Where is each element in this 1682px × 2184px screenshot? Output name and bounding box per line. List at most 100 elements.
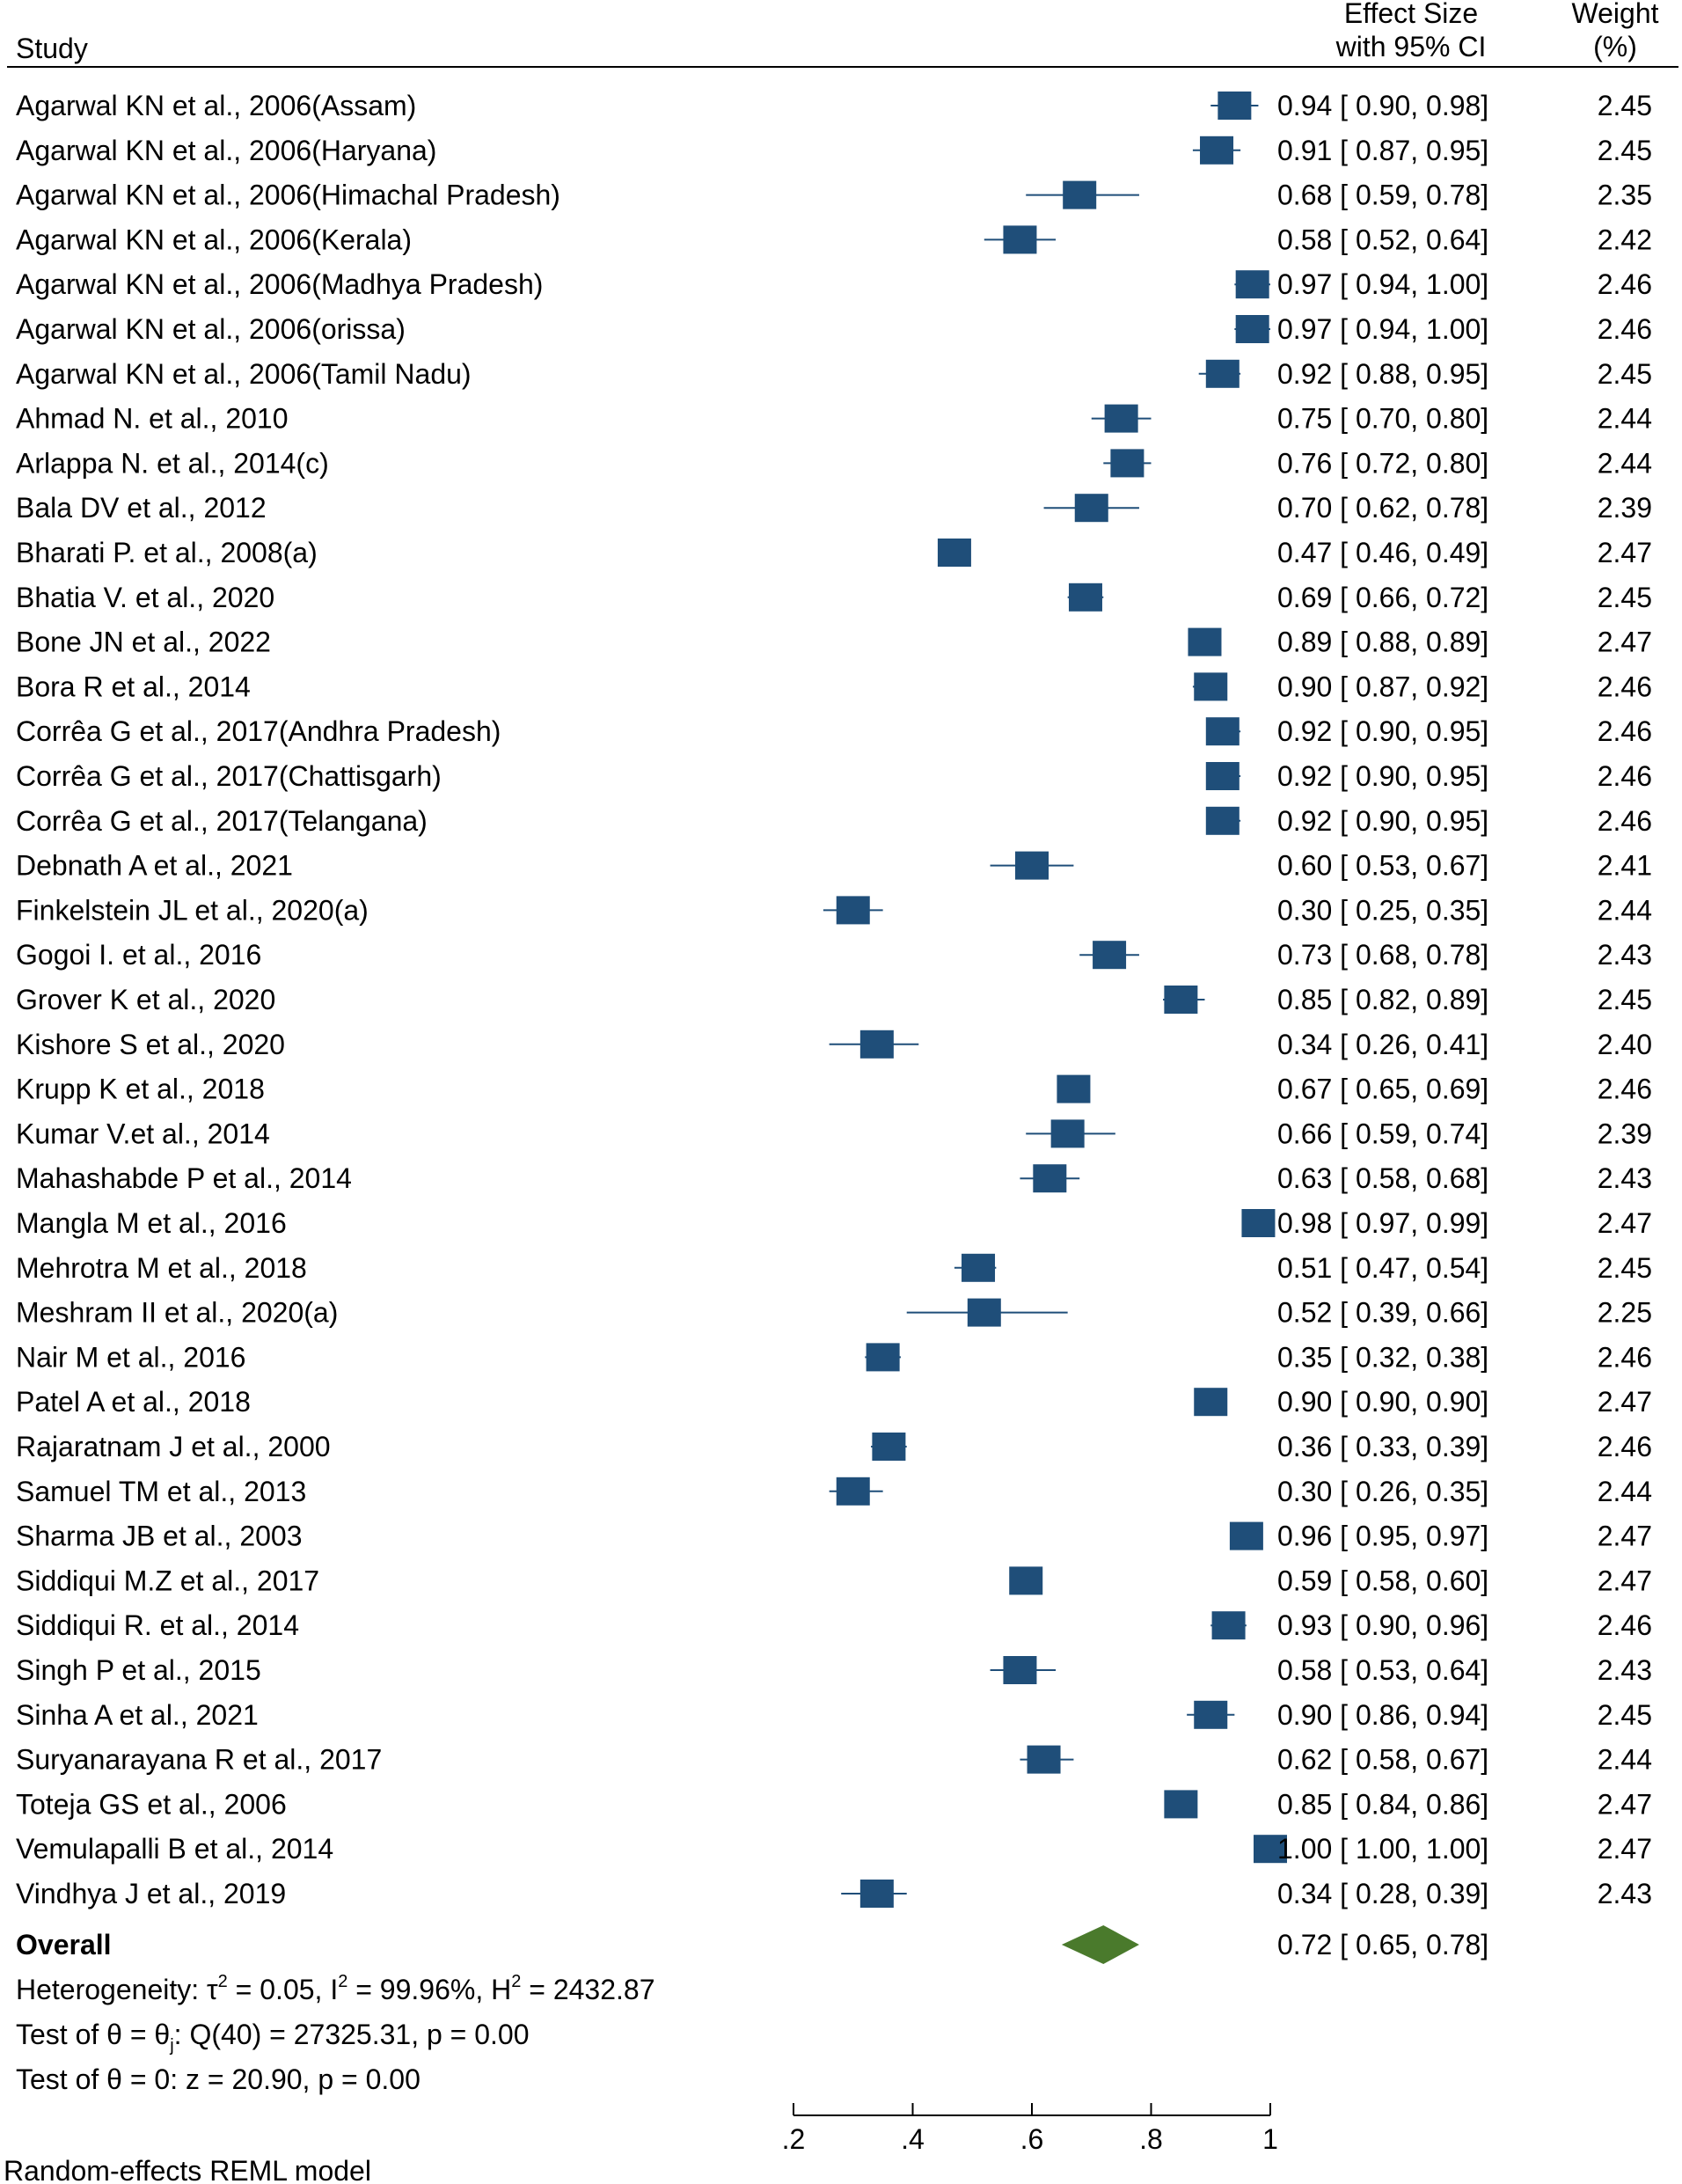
effect-ci-text: 0.30 [ 0.26, 0.35] xyxy=(1277,1476,1488,1507)
effect-marker xyxy=(1229,1521,1263,1550)
header-effect-line1: Effect Size xyxy=(1344,0,1478,29)
effect-marker xyxy=(1093,941,1127,970)
effect-marker xyxy=(859,1030,894,1059)
effect-marker xyxy=(1194,672,1228,701)
weight-text: 2.45 xyxy=(1598,135,1652,166)
weight-text: 2.46 xyxy=(1598,268,1652,300)
weight-text: 2.46 xyxy=(1598,1341,1652,1373)
study-label: Finkelstein JL et al., 2020(a) xyxy=(16,894,369,926)
effect-ci-text: 0.34 [ 0.26, 0.41] xyxy=(1277,1029,1488,1060)
study-row: Ahmad N. et al., 2010 0.75 [ 0.70, 0.80] 2… xyxy=(16,403,1652,435)
effect-marker xyxy=(1110,449,1144,478)
effect-marker xyxy=(1015,851,1049,880)
weight-text: 2.47 xyxy=(1598,1521,1652,1552)
study-label: Corrêa G et al., 2017(Andhra Pradesh) xyxy=(16,715,501,747)
study-label: Patel A et al., 2018 xyxy=(16,1386,251,1418)
weight-text: 2.47 xyxy=(1598,1386,1652,1418)
effect-ci-text: 0.36 [ 0.33, 0.39] xyxy=(1277,1431,1488,1462)
study-label: Bharati P. et al., 2008(a) xyxy=(16,537,318,568)
weight-text: 2.44 xyxy=(1598,447,1652,479)
study-row: Bora R et al., 2014 0.90 [ 0.87, 0.92] 2.4… xyxy=(16,671,1652,702)
weight-text: 2.46 xyxy=(1598,313,1652,345)
effect-marker xyxy=(1241,1209,1276,1237)
study-row: Corrêa G et al., 2017(Andhra Pradesh) 0.9… xyxy=(16,715,1652,747)
study-row: Agarwal KN et al., 2006(Madhya Pradesh) 0… xyxy=(16,268,1652,300)
study-row: Rajaratnam J et al., 2000 0.36 [ 0.33, 0.… xyxy=(16,1431,1652,1462)
study-row: Krupp K et al., 2018 0.67 [ 0.65, 0.69] 2.… xyxy=(16,1074,1652,1105)
header-weight-line1: Weight xyxy=(1571,0,1658,29)
effect-ci-text: 0.59 [ 0.58, 0.60] xyxy=(1277,1565,1488,1596)
study-label: Agarwal KN et al., 2006(Madhya Pradesh) xyxy=(16,268,543,300)
study-label: Vindhya J et al., 2019 xyxy=(16,1878,286,1909)
study-label: Debnath A et al., 2021 xyxy=(16,850,293,882)
study-row: Gogoi I. et al., 2016 0.73 [ 0.68, 0.78] 2… xyxy=(16,939,1652,971)
weight-text: 2.45 xyxy=(1598,582,1652,613)
study-row: Kishore S et al., 2020 0.34 [ 0.26, 0.41]… xyxy=(16,1029,1652,1060)
effect-ci-text: 0.94 [ 0.90, 0.98] xyxy=(1277,90,1488,121)
study-label: Mangla M et al., 2016 xyxy=(16,1207,287,1239)
weight-text: 2.47 xyxy=(1598,1565,1652,1596)
effect-ci-text: 0.96 [ 0.95, 0.97] xyxy=(1277,1521,1488,1552)
study-label: Bone JN et al., 2022 xyxy=(16,627,271,658)
effect-marker xyxy=(1218,92,1252,120)
effect-ci-text: 0.98 [ 0.97, 0.99] xyxy=(1277,1207,1488,1239)
study-label: Sharma JB et al., 2003 xyxy=(16,1521,303,1552)
effect-marker xyxy=(1188,627,1222,656)
study-row: Bhatia V. et al., 2020 0.69 [ 0.66, 0.72]… xyxy=(16,582,1652,613)
study-row: Nair M et al., 2016 0.35 [ 0.32, 0.38] 2.4… xyxy=(16,1341,1652,1373)
effect-marker xyxy=(1057,1074,1091,1103)
weight-text: 2.44 xyxy=(1598,403,1652,435)
study-row: Vemulapalli B et al., 2014 1.00 [ 1.00, 1… xyxy=(16,1833,1652,1865)
effect-ci-text: 0.75 [ 0.70, 0.80] xyxy=(1277,403,1488,435)
effect-ci-text: 0.92 [ 0.90, 0.95] xyxy=(1277,715,1488,747)
study-label: Corrêa G et al., 2017(Telangana) xyxy=(16,805,428,837)
x-tick-label: .6 xyxy=(1020,2123,1044,2155)
weight-text: 2.47 xyxy=(1598,537,1652,568)
x-tick-label: .4 xyxy=(901,2123,925,2155)
header-weight-line2: (%) xyxy=(1593,31,1637,62)
effect-ci-text: 0.62 [ 0.58, 0.67] xyxy=(1277,1744,1488,1776)
study-label: Arlappa N. et al., 2014(c) xyxy=(16,447,329,479)
effect-marker xyxy=(836,1477,870,1506)
weight-text: 2.46 xyxy=(1598,1609,1652,1641)
study-row: Agarwal KN et al., 2006(Assam) 0.94 [ 0.9… xyxy=(16,90,1652,121)
study-row: Corrêa G et al., 2017(Chattisgarh) 0.92 [… xyxy=(16,760,1652,792)
study-label: Corrêa G et al., 2017(Chattisgarh) xyxy=(16,760,442,792)
study-row: Agarwal KN et al., 2006(Kerala) 0.58 [ 0.… xyxy=(16,224,1652,255)
study-row: Mangla M et al., 2016 0.98 [ 0.97, 0.99] 2… xyxy=(16,1207,1652,1239)
study-row: Sharma JB et al., 2003 0.96 [ 0.95, 0.97]… xyxy=(16,1521,1652,1552)
study-row: Siddiqui R. et al., 2014 0.93 [ 0.90, 0.9… xyxy=(16,1609,1652,1641)
effect-marker xyxy=(1009,1566,1043,1595)
effect-ci-text: 0.92 [ 0.90, 0.95] xyxy=(1277,760,1488,792)
weight-text: 2.46 xyxy=(1598,1074,1652,1105)
weight-text: 2.43 xyxy=(1598,1654,1652,1686)
study-row: Agarwal KN et al., 2006(Himachal Pradesh… xyxy=(16,180,1652,211)
effect-ci-text: 0.58 [ 0.53, 0.64] xyxy=(1277,1654,1488,1686)
weight-text: 2.44 xyxy=(1598,1744,1652,1776)
effect-ci-text: 0.90 [ 0.86, 0.94] xyxy=(1277,1699,1488,1731)
weight-text: 2.44 xyxy=(1598,1476,1652,1507)
study-row: Debnath A et al., 2021 0.60 [ 0.53, 0.67]… xyxy=(16,850,1652,882)
effect-ci-text: 0.92 [ 0.88, 0.95] xyxy=(1277,358,1488,390)
weight-text: 2.35 xyxy=(1598,180,1652,211)
effect-marker xyxy=(1235,270,1269,299)
study-label: Suryanarayana R et al., 2017 xyxy=(16,1744,382,1776)
effect-marker xyxy=(1050,1119,1085,1148)
weight-text: 2.39 xyxy=(1598,492,1652,524)
study-label: Gogoi I. et al., 2016 xyxy=(16,939,261,971)
effect-marker xyxy=(1254,1835,1287,1864)
effect-marker xyxy=(1205,806,1240,835)
effect-ci-text: 0.76 [ 0.72, 0.80] xyxy=(1277,447,1488,479)
study-row: Grover K et al., 2020 0.85 [ 0.82, 0.89] 2… xyxy=(16,984,1652,1015)
study-row: Mehrotra M et al., 2018 0.51 [ 0.47, 0.54… xyxy=(16,1252,1652,1284)
effect-marker xyxy=(967,1298,1001,1327)
overall-ci-text: 0.72 [ 0.65, 0.78] xyxy=(1277,1929,1488,1960)
effect-ci-text: 0.73 [ 0.68, 0.78] xyxy=(1277,939,1488,971)
effect-ci-text: 0.92 [ 0.90, 0.95] xyxy=(1277,805,1488,837)
study-row: Corrêa G et al., 2017(Telangana) 0.92 [ 0… xyxy=(16,805,1652,837)
weight-text: 2.46 xyxy=(1598,760,1652,792)
weight-text: 2.43 xyxy=(1598,1878,1652,1909)
study-row: Vindhya J et al., 2019 0.34 [ 0.28, 0.39]… xyxy=(16,1878,1652,1909)
effect-ci-text: 0.34 [ 0.28, 0.39] xyxy=(1277,1878,1488,1909)
study-label: Mahashabde P et al., 2014 xyxy=(16,1162,352,1194)
